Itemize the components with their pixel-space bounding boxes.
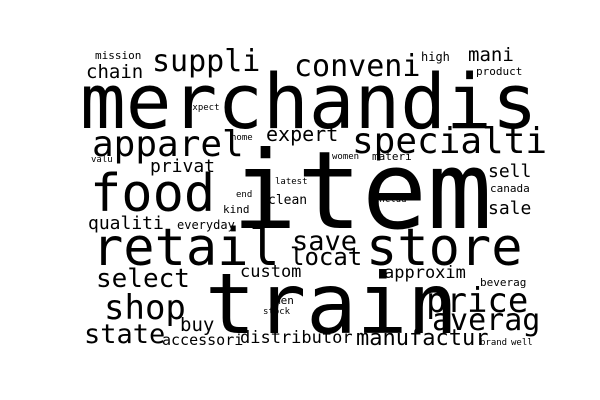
word-custom: custom xyxy=(240,262,302,282)
word-mani: mani xyxy=(468,44,514,66)
word-suppli: suppli xyxy=(152,44,261,79)
word-materi: materi xyxy=(372,150,412,163)
word-men: men xyxy=(274,294,294,307)
word-price: price xyxy=(426,281,529,321)
word-apparel: apparel xyxy=(92,124,244,165)
word-women: women xyxy=(332,152,360,162)
word-select: select xyxy=(96,264,190,294)
word-store: store xyxy=(366,218,523,278)
word-state: state xyxy=(84,319,166,350)
word-stock: stock xyxy=(263,307,291,317)
word-includ: includ xyxy=(374,195,407,205)
word-brand: brand xyxy=(480,338,508,348)
word-sale: sale xyxy=(488,198,532,219)
word-expert: expert xyxy=(266,122,339,146)
word-home: home xyxy=(231,133,253,143)
word-distributor: distributor xyxy=(240,328,353,348)
word-merchandis: merchandis xyxy=(80,57,538,146)
word-high: high xyxy=(421,50,450,64)
word-qualiti: qualiti xyxy=(88,213,164,234)
word-valu: valu xyxy=(91,155,113,165)
word-privat: privat xyxy=(150,156,216,177)
word-well: well xyxy=(511,338,533,348)
word-product: product xyxy=(476,65,523,78)
word-manufactur: manufactur xyxy=(356,326,489,351)
word-shop: shop xyxy=(104,288,186,328)
word-conveni: conveni xyxy=(294,49,421,84)
word-approxim: approxim xyxy=(384,263,466,283)
word-chain: chain xyxy=(86,61,144,83)
word-kind: kind xyxy=(223,203,250,216)
word-locat: locat xyxy=(290,243,363,271)
word-latest: latest xyxy=(275,177,308,187)
word-expect: expect xyxy=(187,103,220,113)
word-canada: canada xyxy=(490,182,530,195)
word-beverag: beverag xyxy=(480,276,527,289)
word-accessori: accessori xyxy=(162,331,244,349)
word-mission: mission xyxy=(95,49,142,62)
word-retail: retail xyxy=(92,218,280,278)
word-end: end xyxy=(236,190,253,200)
word-averag: averag xyxy=(432,303,541,338)
word-everyday: everyday xyxy=(177,218,235,232)
word-specialti: specialti xyxy=(352,121,548,162)
word-train: train xyxy=(205,255,458,353)
word-food: food xyxy=(90,164,216,224)
word-save: save xyxy=(292,226,358,257)
word-buy: buy xyxy=(180,314,215,336)
word-item: item xyxy=(232,129,493,254)
word-sell: sell xyxy=(488,161,532,182)
word-clean: clean xyxy=(268,193,308,208)
